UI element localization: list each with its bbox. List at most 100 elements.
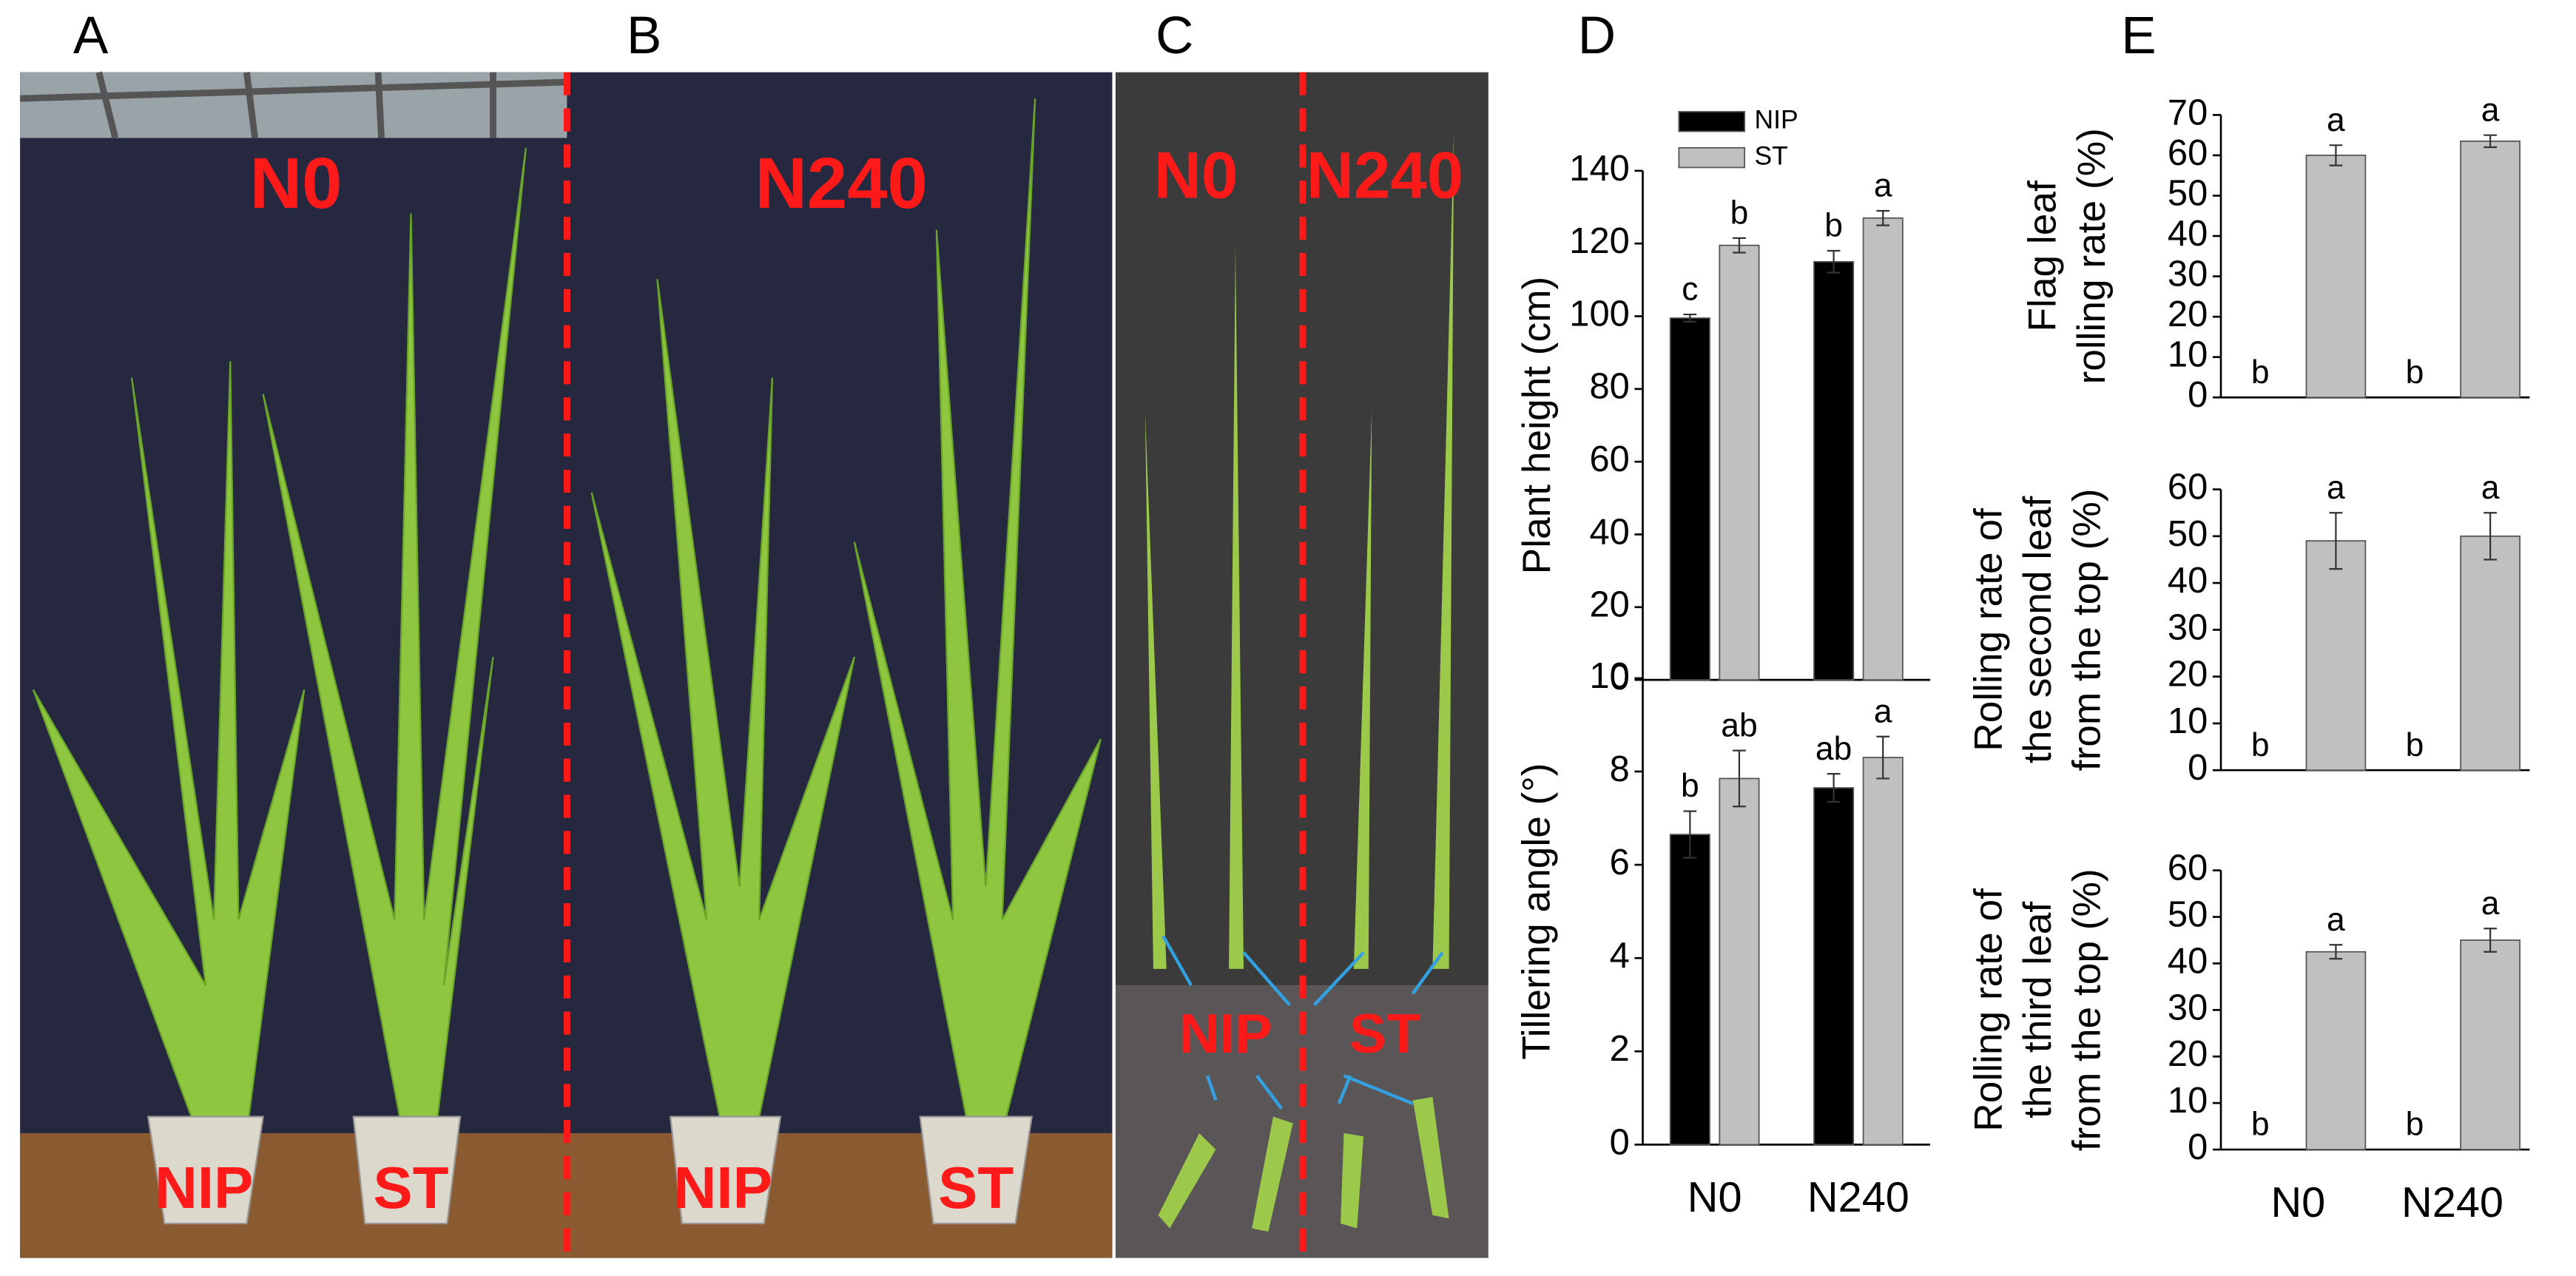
- y-axis-label: the third leaf: [2016, 902, 2060, 1118]
- significance-letter: b: [2251, 727, 2270, 763]
- y-tick-label: 50: [2168, 173, 2208, 213]
- error-bar: [1733, 749, 1746, 808]
- bar: [2305, 951, 2367, 1150]
- bar: [2460, 939, 2521, 1150]
- y-axis-label: Rolling rate of: [1966, 508, 2010, 752]
- significance-letter: b: [2251, 354, 2270, 391]
- y-tick-label: 10: [2168, 335, 2208, 375]
- error-bar: [1827, 773, 1841, 803]
- significance-letter: a: [1874, 168, 1892, 204]
- y-axis-label: Tillering angle (°): [1515, 763, 1559, 1060]
- variety-label: ST: [1349, 1002, 1420, 1064]
- legend-label: NIP: [1755, 105, 1798, 135]
- significance-letter: a: [1874, 693, 1892, 729]
- y-tick-label: 0: [2188, 375, 2208, 415]
- y-tick-label: 60: [1589, 439, 1629, 479]
- error-bar: [1683, 810, 1697, 859]
- y-axis-label: Flag leaf: [2021, 180, 2065, 331]
- y-tick-label: 30: [2168, 607, 2208, 647]
- variety-label: NIP: [155, 1155, 253, 1221]
- y-axis-label: from the top (%): [2065, 868, 2108, 1151]
- bar: [2305, 155, 2367, 399]
- y-tick-label: 120: [1569, 221, 1629, 261]
- y-tick-label: 60: [2168, 133, 2208, 173]
- error-bar: [2329, 944, 2343, 960]
- y-axis-label: rolling rate (%): [2070, 128, 2114, 384]
- y-tick-label: 0: [2188, 1127, 2208, 1167]
- significance-letter: b: [2406, 727, 2424, 763]
- significance-letter: a: [2327, 902, 2345, 938]
- error-bar: [1733, 237, 1746, 254]
- significance-letter: a: [2481, 885, 2500, 922]
- y-tick-label: 60: [2168, 467, 2208, 507]
- legend-swatch: [1678, 111, 1746, 132]
- bar: [1862, 217, 1904, 681]
- error-bar: [1683, 313, 1697, 323]
- error-bar: [1876, 735, 1890, 780]
- variety-label: ST: [938, 1155, 1014, 1221]
- variety-label: NIP: [1179, 1002, 1272, 1064]
- y-tick-label: 20: [1589, 585, 1629, 625]
- panel-letter: D: [1578, 7, 1616, 65]
- y-tick-label: 10: [1589, 656, 1629, 696]
- y-tick-label: 60: [2168, 848, 2208, 888]
- bar: [1719, 777, 1760, 1146]
- y-tick-label: 20: [2168, 1034, 2208, 1074]
- panel-letter: A: [73, 7, 109, 65]
- legend-label: ST: [1755, 141, 1788, 171]
- y-tick-label: 8: [1610, 749, 1630, 789]
- x-tick-label: N0: [2270, 1179, 2325, 1226]
- y-tick-label: 30: [2168, 988, 2208, 1027]
- y-tick-label: 2: [1610, 1029, 1630, 1069]
- y-tick-label: 140: [1569, 149, 1629, 189]
- error-bar: [1876, 209, 1890, 226]
- bar: [1813, 787, 1855, 1146]
- significance-letter: c: [1682, 271, 1698, 308]
- significance-letter: b: [1824, 208, 1843, 244]
- bar: [2460, 535, 2521, 772]
- y-tick-label: 40: [1589, 512, 1629, 552]
- y-tick-label: 6: [1610, 843, 1630, 882]
- bar: [1669, 834, 1710, 1146]
- significance-letter: ab: [1721, 707, 1757, 743]
- x-tick-label: N0: [1687, 1174, 1742, 1221]
- bar: [1719, 244, 1760, 681]
- panel-letter: C: [1156, 7, 1193, 65]
- bar: [2305, 540, 2367, 772]
- significance-letter: b: [2406, 1107, 2424, 1143]
- x-tick-label: N240: [1807, 1174, 1909, 1221]
- y-tick-label: 40: [2168, 561, 2208, 601]
- y-tick-label: 0: [1610, 1122, 1630, 1162]
- y-tick-label: 0: [1610, 658, 1630, 698]
- significance-letter: a: [2481, 470, 2500, 506]
- significance-letter: a: [2327, 470, 2345, 506]
- significance-letter: a: [2327, 102, 2345, 138]
- y-axis-label: the second leaf: [2016, 496, 2060, 763]
- x-tick-label: N240: [2401, 1179, 2503, 1226]
- treatment-label: N240: [1306, 139, 1463, 212]
- significance-letter: b: [2406, 354, 2424, 391]
- bar: [1669, 317, 1710, 681]
- y-tick-label: 0: [2188, 748, 2208, 788]
- significance-letter: b: [1681, 768, 1699, 804]
- significance-letter: a: [2481, 92, 2500, 128]
- error-bar: [2329, 512, 2343, 570]
- bar: [2460, 140, 2521, 399]
- y-tick-label: 50: [2168, 894, 2208, 934]
- y-tick-label: 10: [2168, 701, 2208, 741]
- panel-letter: E: [2121, 7, 2156, 65]
- significance-letter: b: [2251, 1107, 2270, 1143]
- y-tick-label: 30: [2168, 254, 2208, 294]
- legend-swatch: [1678, 146, 1746, 169]
- panel-letter: B: [627, 7, 661, 65]
- y-tick-label: 10: [2168, 1081, 2208, 1121]
- error-bar: [2329, 144, 2343, 166]
- treatment-label: N0: [250, 143, 343, 223]
- y-axis-label: Plant height (cm): [1515, 277, 1559, 575]
- significance-letter: b: [1730, 195, 1749, 231]
- error-bar: [1827, 249, 1841, 274]
- y-axis-label: from the top (%): [2065, 488, 2108, 771]
- error-bar: [2484, 928, 2497, 953]
- y-tick-label: 40: [2168, 214, 2208, 254]
- y-tick-label: 40: [2168, 941, 2208, 981]
